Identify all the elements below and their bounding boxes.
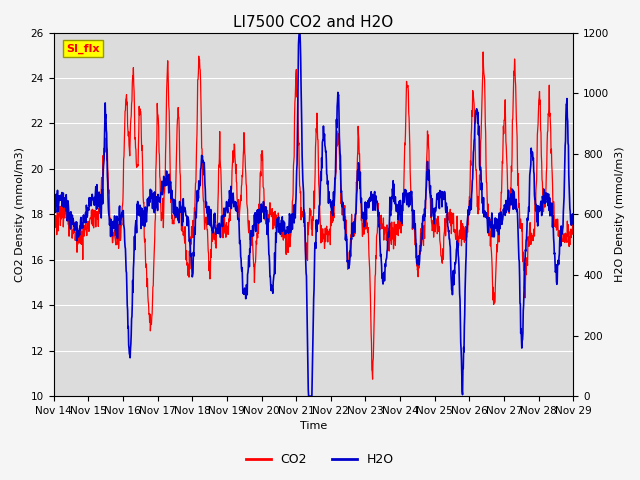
Text: SI_flx: SI_flx: [67, 44, 100, 54]
Y-axis label: CO2 Density (mmol/m3): CO2 Density (mmol/m3): [15, 147, 25, 282]
Legend: CO2, H2O: CO2, H2O: [241, 448, 399, 471]
Title: LI7500 CO2 and H2O: LI7500 CO2 and H2O: [234, 15, 394, 30]
X-axis label: Time: Time: [300, 421, 327, 432]
Y-axis label: H2O Density (mmol/m3): H2O Density (mmol/m3): [615, 146, 625, 282]
